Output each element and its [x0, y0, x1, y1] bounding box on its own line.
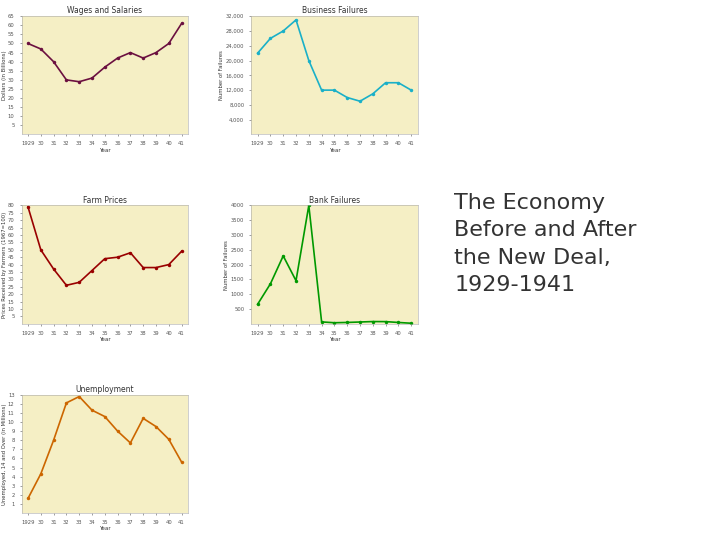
Y-axis label: Dollars (in Billions): Dollars (in Billions)	[1, 51, 6, 100]
Y-axis label: Unemployed, 14 and Over (in Millions): Unemployed, 14 and Over (in Millions)	[1, 403, 6, 504]
Text: The Economy
Before and After
the New Deal,
1929-1941: The Economy Before and After the New Dea…	[454, 193, 637, 295]
X-axis label: Year: Year	[99, 526, 111, 531]
Y-axis label: Number of Failures: Number of Failures	[220, 50, 225, 100]
Title: Bank Failures: Bank Failures	[309, 195, 360, 205]
X-axis label: Year: Year	[328, 148, 341, 153]
Title: Business Failures: Business Failures	[302, 6, 367, 16]
Title: Wages and Salaries: Wages and Salaries	[67, 6, 143, 16]
X-axis label: Year: Year	[99, 337, 111, 342]
Y-axis label: Number of Failures: Number of Failures	[225, 240, 230, 289]
X-axis label: Year: Year	[328, 337, 341, 342]
Title: Farm Prices: Farm Prices	[83, 195, 127, 205]
Title: Unemployment: Unemployment	[76, 385, 134, 394]
Y-axis label: Prices Received by Farmers (1967=100): Prices Received by Farmers (1967=100)	[1, 212, 6, 318]
X-axis label: Year: Year	[99, 148, 111, 153]
